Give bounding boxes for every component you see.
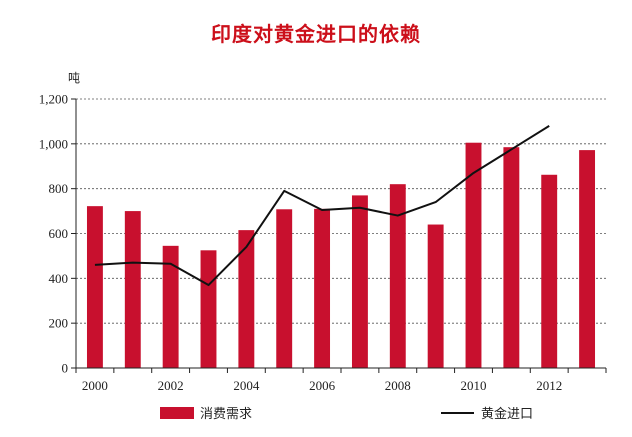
bar-2005: [276, 209, 293, 368]
bar-2004: [238, 230, 255, 368]
bar-2001: [124, 211, 141, 368]
x-tick-label: 2004: [233, 378, 260, 393]
x-tick-label: 2008: [385, 378, 411, 393]
bar-2007: [351, 195, 368, 368]
bar-2011: [503, 147, 520, 368]
y-tick-label: 400: [49, 271, 69, 286]
bar-2010: [465, 142, 482, 368]
x-tick-label: 2012: [536, 378, 562, 393]
legend-label-imports: 黄金进口: [481, 406, 533, 422]
legend-swatch-consumption: [160, 407, 194, 419]
y-tick-label: 600: [49, 226, 69, 241]
y-tick-label: 200: [49, 316, 69, 331]
y-tick-labels: 0 200 400 600 800 1,000 1,200: [39, 92, 68, 376]
x-tick-label: 2010: [461, 378, 487, 393]
axes: [75, 99, 607, 373]
bar-series: [86, 142, 596, 368]
bar-2000: [86, 206, 103, 368]
y-axis-unit-label: 吨: [68, 71, 80, 85]
bar-2009: [427, 224, 444, 368]
x-tick-labels: 2000 2002 2004 2006 2008 2010 2012: [82, 378, 562, 393]
bar-2003: [200, 250, 217, 368]
legend: 消费需求 黄金进口: [160, 406, 533, 422]
y-tick-label: 1,200: [39, 92, 68, 107]
bar-2002: [162, 245, 179, 368]
bar-2006: [314, 208, 331, 368]
line-series: [94, 125, 550, 287]
y-tick-label: 0: [62, 361, 69, 376]
x-tick-label: 2000: [82, 378, 108, 393]
y-tick-label: 800: [49, 181, 69, 196]
bar-2008: [389, 184, 406, 368]
legend-label-consumption: 消费需求: [200, 407, 252, 422]
bar-2013: [579, 150, 596, 368]
x-tick-label: 2002: [158, 378, 184, 393]
x-tick-label: 2006: [309, 378, 336, 393]
y-tick-label: 1,000: [39, 136, 68, 151]
chart-title: 印度对黄金进口的依赖: [211, 22, 421, 46]
bar-2012: [541, 174, 558, 368]
